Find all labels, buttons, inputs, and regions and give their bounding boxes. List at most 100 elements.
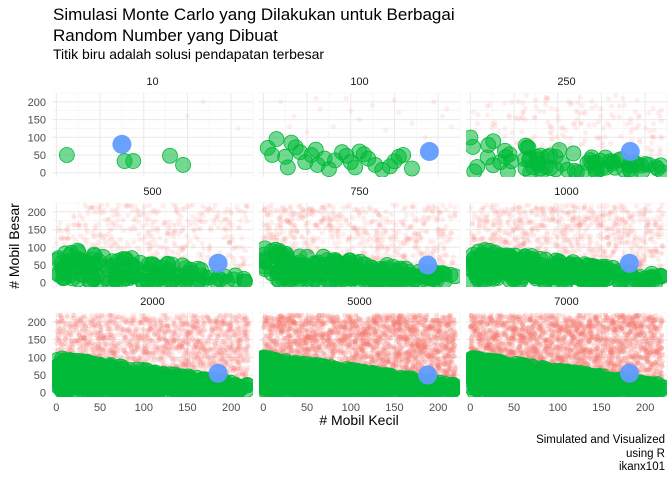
- infeasible-point: [313, 223, 319, 229]
- infeasible-point: [310, 207, 316, 213]
- infeasible-point: [201, 320, 207, 326]
- infeasible-point: [183, 357, 189, 363]
- infeasible-point: [221, 320, 227, 326]
- infeasible-point: [400, 253, 406, 259]
- infeasible-point: [105, 328, 112, 334]
- infeasible-point: [295, 211, 301, 217]
- infeasible-point: [568, 237, 574, 243]
- infeasible-point: [181, 313, 187, 319]
- infeasible-point: [165, 352, 171, 358]
- infeasible-point: [469, 221, 475, 227]
- infeasible-point: [235, 263, 241, 269]
- infeasible-point: [523, 214, 529, 220]
- infeasible-point: [226, 313, 232, 318]
- infeasible-point: [495, 226, 502, 233]
- infeasible-point: [552, 240, 558, 246]
- infeasible-point: [136, 357, 143, 363]
- infeasible-point: [217, 249, 223, 255]
- infeasible-point: [194, 354, 200, 360]
- infeasible-point: [62, 337, 68, 343]
- infeasible-point: [98, 351, 104, 357]
- infeasible-point: [109, 320, 115, 326]
- infeasible-point: [56, 325, 62, 331]
- infeasible-point: [311, 221, 317, 227]
- infeasible-point: [232, 315, 238, 322]
- infeasible-point: [214, 349, 220, 356]
- infeasible-point: [643, 223, 649, 229]
- infeasible-point: [177, 317, 183, 323]
- infeasible-point: [113, 211, 120, 217]
- infeasible-point: [159, 354, 165, 360]
- infeasible-point: [243, 346, 250, 352]
- infeasible-point: [243, 320, 249, 327]
- infeasible-point: [168, 356, 174, 362]
- infeasible-point: [599, 142, 605, 149]
- infeasible-point: [649, 252, 655, 259]
- infeasible-point: [204, 314, 210, 320]
- infeasible-point: [522, 105, 528, 111]
- infeasible-point: [105, 222, 111, 228]
- infeasible-point: [519, 243, 525, 249]
- infeasible-point: [201, 365, 207, 371]
- infeasible-point: [110, 213, 116, 219]
- infeasible-point: [375, 256, 381, 262]
- infeasible-point: [231, 355, 237, 361]
- infeasible-point: [191, 346, 197, 353]
- infeasible-point: [611, 114, 617, 120]
- y-tick-label: 200: [28, 317, 46, 329]
- infeasible-point: [570, 217, 576, 223]
- infeasible-point: [57, 220, 63, 226]
- infeasible-point: [154, 346, 160, 352]
- infeasible-point: [245, 357, 251, 363]
- infeasible-point: [651, 221, 657, 227]
- infeasible-point: [109, 233, 115, 240]
- infeasible-point: [615, 215, 621, 221]
- infeasible-point: [517, 243, 523, 249]
- infeasible-point: [170, 203, 176, 208]
- infeasible-point: [66, 347, 73, 353]
- infeasible-point: [159, 324, 166, 330]
- infeasible-point: [206, 363, 212, 369]
- infeasible-point: [100, 335, 106, 341]
- infeasible-point: [267, 206, 273, 212]
- infeasible-point: [199, 240, 205, 247]
- infeasible-point: [614, 235, 620, 241]
- infeasible-point: [655, 214, 661, 220]
- infeasible-point: [222, 332, 228, 338]
- infeasible-point: [186, 322, 192, 328]
- infeasible-point: [240, 370, 246, 376]
- infeasible-point: [146, 203, 152, 209]
- infeasible-point: [518, 115, 524, 121]
- infeasible-point: [448, 230, 455, 236]
- infeasible-point: [424, 228, 430, 235]
- infeasible-point: [106, 313, 112, 318]
- infeasible-point: [235, 337, 241, 344]
- infeasible-point: [235, 372, 241, 378]
- infeasible-point: [585, 247, 591, 253]
- infeasible-point: [645, 222, 651, 228]
- infeasible-point: [61, 327, 67, 334]
- infeasible-point: [260, 234, 266, 241]
- infeasible-point: [220, 338, 227, 344]
- infeasible-point: [242, 256, 248, 263]
- infeasible-point: [582, 203, 588, 209]
- infeasible-point: [597, 247, 603, 254]
- infeasible-point: [412, 245, 418, 251]
- infeasible-point: [522, 210, 529, 216]
- infeasible-point: [582, 109, 588, 115]
- infeasible-point: [201, 360, 207, 366]
- infeasible-point: [211, 346, 217, 352]
- infeasible-point: [198, 226, 204, 232]
- infeasible-point: [55, 334, 61, 340]
- infeasible-point: [127, 320, 134, 326]
- infeasible-point: [69, 341, 75, 348]
- infeasible-point: [144, 343, 150, 349]
- infeasible-point: [317, 219, 323, 225]
- infeasible-point: [605, 211, 611, 218]
- infeasible-point: [155, 208, 161, 214]
- infeasible-point: [526, 203, 532, 208]
- infeasible-point: [219, 321, 225, 327]
- infeasible-point: [82, 336, 88, 342]
- infeasible-point: [138, 337, 145, 343]
